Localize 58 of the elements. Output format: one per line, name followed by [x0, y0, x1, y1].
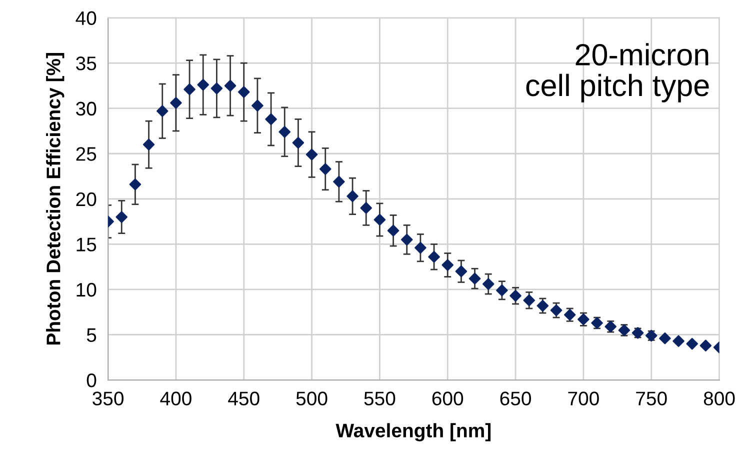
point [319, 163, 332, 175]
y-tick-label: 25 [76, 147, 96, 161]
point [428, 250, 440, 263]
point [292, 136, 304, 149]
point [496, 284, 508, 296]
point [400, 234, 413, 246]
point [659, 332, 671, 344]
y-tick-label: 40 [76, 11, 96, 26]
point [536, 300, 549, 312]
point [252, 100, 264, 112]
point [156, 105, 168, 117]
point [672, 335, 684, 347]
point [278, 126, 291, 138]
x-axis-title: Wavelength [nm] [336, 423, 491, 442]
point [184, 83, 196, 96]
point [116, 211, 128, 223]
y-tick-label: 10 [76, 282, 96, 297]
point [346, 190, 358, 202]
y-tick-label: 5 [86, 328, 96, 342]
annotation: 20-micron cell pitch type [526, 43, 709, 102]
point [333, 176, 345, 188]
point [265, 113, 277, 126]
point [306, 148, 318, 160]
point [374, 214, 386, 226]
y-tick-label: 20 [76, 192, 96, 206]
point [523, 294, 536, 306]
point [442, 259, 454, 271]
y-tick-label: 35 [76, 56, 96, 70]
x-tick-label: 400 [160, 392, 192, 406]
x-tick-label: 600 [432, 392, 464, 406]
point [129, 178, 142, 190]
x-tick-label: 350 [92, 392, 124, 406]
point [700, 340, 712, 352]
point [414, 242, 426, 254]
y-tick-label: 0 [86, 373, 96, 388]
point [210, 82, 223, 94]
y-tick-label: 30 [76, 102, 96, 116]
x-tick-label: 500 [296, 392, 328, 406]
point [170, 97, 182, 109]
point [468, 272, 481, 284]
x-tick-label: 650 [500, 392, 531, 406]
x-tick-label: 700 [568, 392, 599, 406]
y-axis-title: Photon Detection Efficiency [%] [46, 53, 64, 345]
point [455, 265, 468, 278]
point [686, 338, 698, 350]
x-tick-label: 450 [228, 392, 260, 406]
point [482, 278, 494, 290]
point [387, 224, 400, 236]
point [238, 86, 250, 98]
x-tick-label: 800 [704, 392, 735, 406]
y-tick-label: 15 [76, 238, 96, 252]
x-tick-label: 550 [364, 392, 396, 406]
x-tick-label: 750 [636, 392, 667, 406]
point [360, 202, 372, 214]
point [510, 290, 522, 302]
point [142, 138, 155, 150]
point [197, 78, 210, 91]
point [224, 80, 236, 92]
